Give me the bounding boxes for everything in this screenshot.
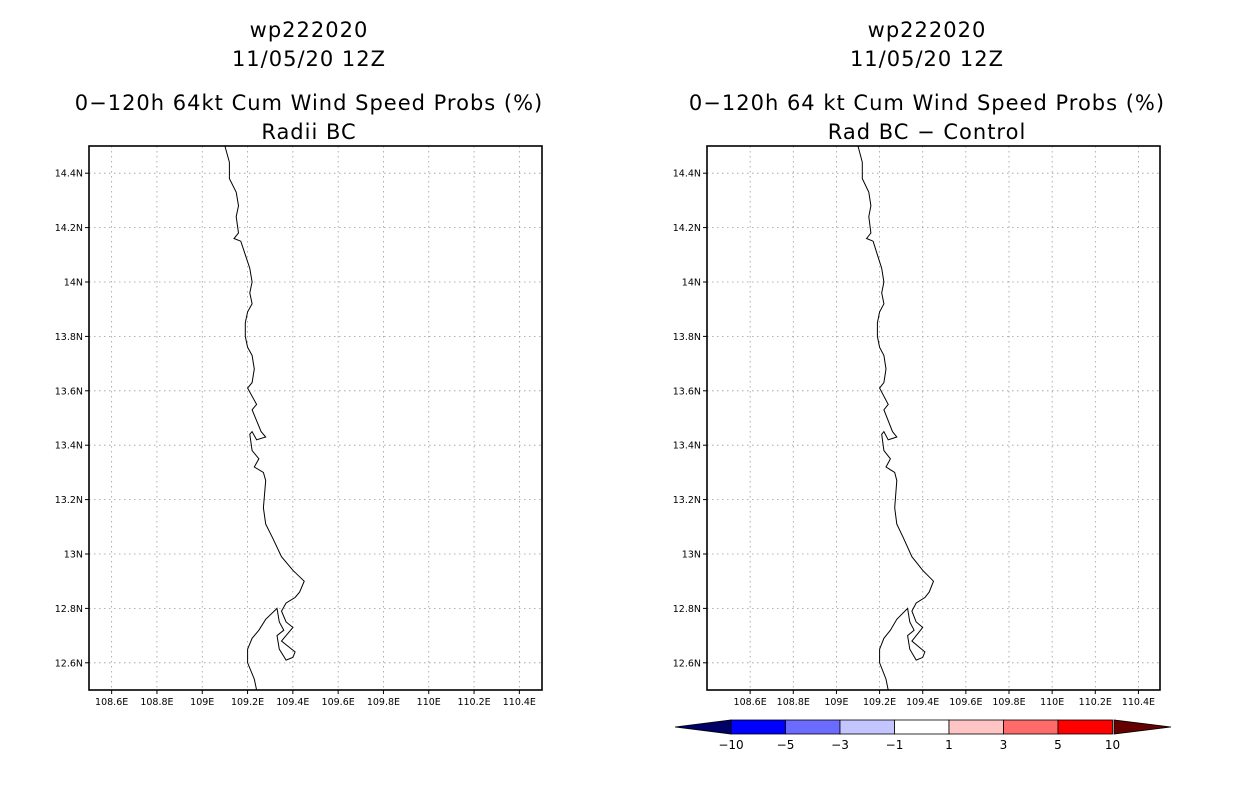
x-tick-label: 109.4E — [276, 697, 309, 708]
colorbar-swatch — [785, 719, 841, 735]
x-tick-label: 109.8E — [367, 697, 400, 708]
y-tick-label: 13.6N — [55, 386, 83, 397]
y-tick-label: 14.2N — [55, 223, 83, 234]
x-tick-label: 108.8E — [777, 697, 810, 708]
y-tick-label: 14N — [64, 278, 83, 289]
panel-rad-bc-control: wp222020 11/05/20 12Z 0−120h 64 kt Cum W… — [618, 0, 1236, 800]
chart-title: 0−120h 64 kt Cum Wind Speed Probs (%) — [688, 91, 1166, 115]
x-tick-label: 110.2E — [1079, 697, 1112, 708]
storm-id-title: wp222020 — [867, 18, 987, 42]
plot-frame — [706, 145, 1161, 691]
x-tick-label: 110E — [417, 697, 441, 708]
colorbar-arrow-low — [674, 719, 732, 735]
coastline — [224, 145, 305, 691]
x-tick-label: 110.4E — [1122, 697, 1155, 708]
x-tick-label: 110E — [1040, 697, 1064, 708]
colorbar: −10 −5 −3 −1 1 3 5 10 — [674, 719, 1172, 752]
y-tick-label: 13N — [682, 550, 701, 561]
y-tick-label: 12.8N — [55, 604, 83, 615]
x-tick-label: 109.6E — [949, 697, 982, 708]
x-tick-label: 109E — [824, 697, 848, 708]
colorbar-swatch — [894, 719, 950, 735]
x-tick-label: 108.6E — [734, 697, 767, 708]
chart-title: 0−120h 64kt Cum Wind Speed Probs (%) — [74, 91, 544, 115]
map-plot-rad-bc-control: 108.6E 108.8E 109E 109.2E 109.4E 109.6E 109.8E… — [673, 145, 1172, 752]
map-plot-radii-bc: 108.6E 108.8E 109E 109.2E 109.4E 109.6E 109.8E… — [55, 145, 543, 708]
y-tick-label: 13.8N — [55, 332, 83, 343]
x-tick-label: 110.2E — [457, 697, 490, 708]
datetime-title: 11/05/20 12Z — [231, 47, 387, 71]
y-tick-label: 12.6N — [673, 658, 701, 669]
x-tick-label: 109.2E — [231, 697, 264, 708]
chart-subtitle: Radii BC — [261, 120, 357, 144]
y-tick-label: 14.4N — [55, 169, 83, 180]
x-tick-label: 108.8E — [140, 697, 173, 708]
panel-radii-bc: wp222020 11/05/20 12Z 0−120h 64kt Cum Wi… — [55, 18, 544, 708]
coastline — [857, 145, 935, 691]
y-tick-label: 13.6N — [673, 386, 701, 397]
colorbar-label: 1 — [945, 738, 953, 752]
chart-subtitle: Rad BC − Control — [827, 120, 1027, 144]
storm-id-title: wp222020 — [249, 18, 369, 42]
y-tick-label: 13.8N — [673, 332, 701, 343]
y-tick-label: 13.2N — [673, 495, 701, 506]
colorbar-label: 3 — [1000, 738, 1008, 752]
y-tick-label: 13.4N — [55, 441, 83, 452]
colorbar-label: 10 — [1105, 738, 1120, 752]
plot-frame — [88, 145, 543, 691]
colorbar-label: −3 — [831, 738, 849, 752]
colorbar-label: −10 — [718, 738, 743, 752]
y-tick-label: 14.2N — [673, 223, 701, 234]
colorbar-label: −1 — [886, 738, 904, 752]
x-tick-label: 108.6E — [95, 697, 128, 708]
colorbar-swatch — [839, 719, 895, 735]
y-tick-label: 14N — [682, 278, 701, 289]
colorbar-swatch — [948, 719, 1004, 735]
y-tick-label: 14.4N — [673, 169, 701, 180]
colorbar-label: 5 — [1054, 738, 1062, 752]
colorbar-swatch — [730, 719, 786, 735]
colorbar-label: −5 — [777, 738, 795, 752]
x-tick-label: 109.4E — [906, 697, 939, 708]
x-tick-label: 110.4E — [503, 697, 536, 708]
colorbar-arrow-high — [1113, 719, 1172, 735]
x-tick-label: 109.2E — [863, 697, 896, 708]
x-tick-label: 109.8E — [992, 697, 1025, 708]
colorbar-swatch — [1057, 719, 1113, 735]
x-tick-label: 109E — [190, 697, 214, 708]
y-tick-label: 13.2N — [55, 495, 83, 506]
y-tick-label: 13.4N — [673, 441, 701, 452]
y-tick-label: 12.6N — [55, 658, 83, 669]
datetime-title: 11/05/20 12Z — [849, 47, 1005, 71]
y-tick-label: 12.8N — [673, 604, 701, 615]
colorbar-swatch — [1003, 719, 1059, 735]
x-tick-label: 109.6E — [322, 697, 355, 708]
y-tick-label: 13N — [64, 550, 83, 561]
